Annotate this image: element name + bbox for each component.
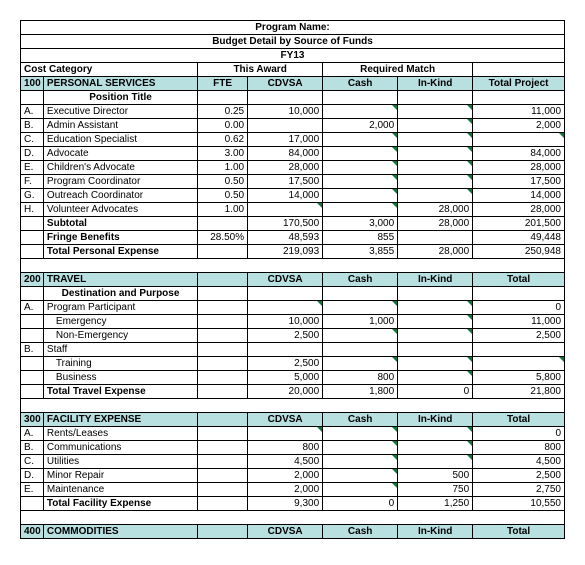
s300-code: 300: [21, 413, 44, 427]
table-row: H.Volunteer Advocates1.0028,00028,000: [21, 203, 565, 217]
spacer: [21, 399, 565, 413]
table-row: E.Maintenance2,0007502,750: [21, 483, 565, 497]
s300-title: FACILITY EXPENSE: [43, 413, 197, 427]
subtitle: Budget Detail by Source of Funds: [21, 35, 565, 49]
subtotal-row: Subtotal170,5003,00028,000201,500: [21, 217, 565, 231]
table-row: Non-Emergency2,5002,500: [21, 329, 565, 343]
table-row: A.Rents/Leases0: [21, 427, 565, 441]
table-row: D.Advocate3.0084,00084,000: [21, 147, 565, 161]
s200-title: TRAVEL: [43, 273, 197, 287]
table-row: A.Executive Director0.2510,00011,000: [21, 105, 565, 119]
total-row: Total Travel Expense20,0001,800021,800: [21, 385, 565, 399]
total-row: Total Personal Expense219,0933,85528,000…: [21, 245, 565, 259]
s400-code: 400: [21, 525, 44, 539]
table-row: B.Admin Assistant0.002,0002,000: [21, 119, 565, 133]
cdvsa-hdr: CDVSA: [248, 77, 323, 91]
s200-code: 200: [21, 273, 44, 287]
fringe-row: Fringe Benefits28.50%48,59385549,448: [21, 231, 565, 245]
cost-category-hdr: Cost Category: [21, 63, 198, 77]
cash-hdr: Cash: [323, 77, 398, 91]
table-row: Emergency10,0001,00011,000: [21, 315, 565, 329]
total-row: Total Facility Expense9,30001,25010,550: [21, 497, 565, 511]
s400-title: COMMODITIES: [43, 525, 197, 539]
fte-hdr: FTE: [198, 77, 248, 91]
required-match-hdr: Required Match: [323, 63, 473, 77]
table-row: D.Minor Repair2,0005002,500: [21, 469, 565, 483]
inkind-hdr: In-Kind: [398, 77, 473, 91]
total-project-hdr: Total Project: [473, 77, 565, 91]
table-row: E.Children's Advocate1.0028,00028,000: [21, 161, 565, 175]
spacer: [21, 259, 565, 273]
s100-code: 100: [21, 77, 44, 91]
s100-title: PERSONAL SERVICES: [43, 77, 197, 91]
table-row: G.Outreach Coordinator0.5014,00014,000: [21, 189, 565, 203]
table-row: B.Staff: [21, 343, 565, 357]
table-row: B.Communications800800: [21, 441, 565, 455]
fy: FY13: [21, 49, 565, 63]
table-row: Training2,500: [21, 357, 565, 371]
table-row: C.Education Specialist0.6217,000: [21, 133, 565, 147]
table-row: C.Utilities4,5004,500: [21, 455, 565, 469]
blank: [473, 63, 565, 77]
spacer: [21, 511, 565, 525]
table-row: F.Program Coordinator0.5017,50017,500: [21, 175, 565, 189]
position-title: Position Title: [43, 91, 197, 105]
this-award-hdr: This Award: [198, 63, 323, 77]
table-row: A.Program Participant0: [21, 301, 565, 315]
table-row: Business5,0008005,800: [21, 371, 565, 385]
program-name: Program Name:: [21, 21, 565, 35]
budget-table: Program Name: Budget Detail by Source of…: [20, 20, 565, 539]
destination: Destination and Purpose: [43, 287, 197, 301]
